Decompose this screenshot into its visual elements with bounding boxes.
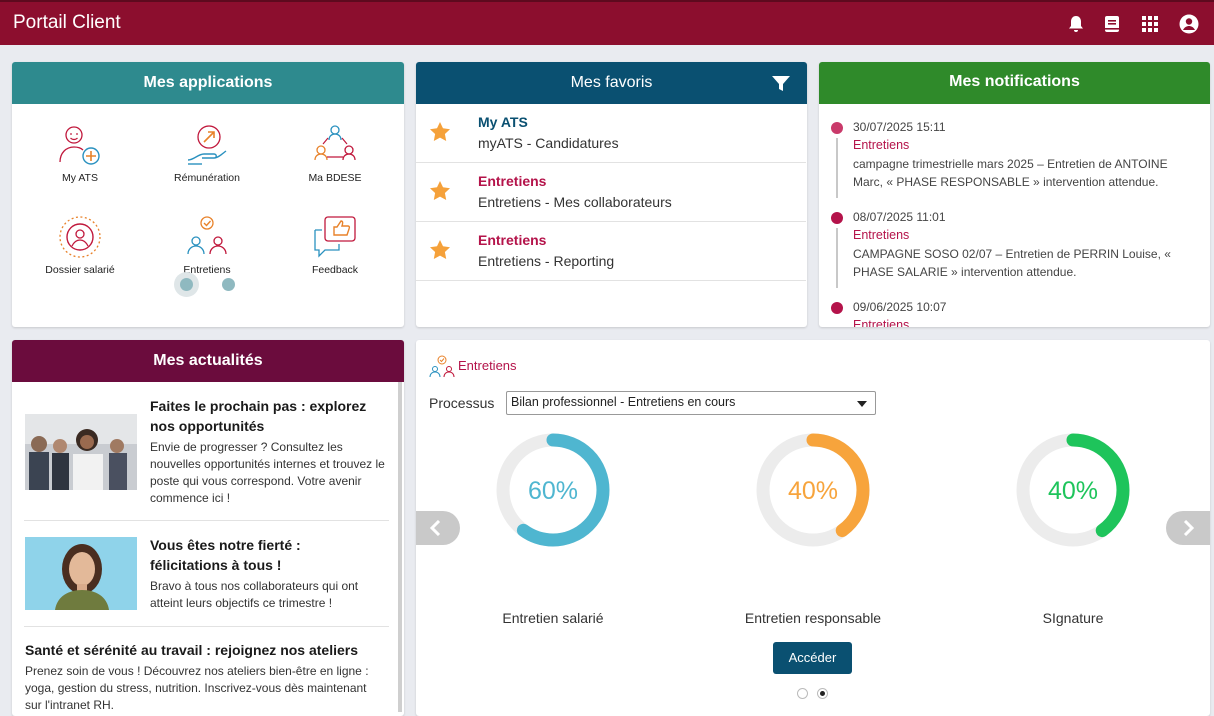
bell-icon[interactable] (1066, 14, 1086, 34)
thumbs-up-chat-icon (314, 216, 356, 258)
app-label: Ma BDESE (308, 172, 362, 184)
gauge-label: Entretien salarié (502, 610, 604, 626)
gauge-label: Entretien responsable (744, 610, 882, 626)
user-circle-icon[interactable] (1179, 14, 1199, 34)
app-label: Feedback (311, 264, 359, 276)
user-add-icon (59, 126, 100, 165)
pager-dot-2[interactable] (817, 688, 828, 699)
process-label: Processus (429, 395, 495, 411)
app-label: Rémunération (174, 172, 240, 184)
network-people-icon (314, 125, 356, 161)
gauge-value: 40% (788, 477, 838, 505)
notifications-card: Mes notifications 30/07/2025 15:11 Entre… (819, 62, 1210, 327)
notification-text: CAMPAGNE SOSO 02/07 – Entretien de PERRI… (853, 247, 1171, 279)
star-icon (430, 240, 450, 259)
news-item-text: Envie de progresser ? Consultez les nouv… (150, 440, 385, 505)
meeting-icon (187, 216, 227, 255)
carousel-dot-2[interactable] (222, 278, 235, 291)
process-select[interactable]: Bilan professionnel - Entretiens en cour… (506, 391, 876, 415)
timeline-bullet (831, 302, 843, 314)
salary-hand-icon (187, 125, 227, 165)
news-item-text: Prenez soin de vous ! Découvrez nos atel… (25, 664, 369, 712)
favorite-item-entretiens-reporting[interactable]: Entretiens Entretiens - Reporting (416, 222, 806, 281)
notification-time: 09/06/2025 10:07 (853, 300, 947, 314)
app-label: My ATS (62, 172, 98, 184)
app-label: Dossier salarié (45, 264, 115, 276)
favorite-item-entretiens-collaborateurs[interactable]: Entretiens Entretiens - Mes collaborateu… (416, 163, 806, 222)
timeline-line (836, 138, 838, 198)
star-icon (430, 122, 450, 141)
app-employee-file[interactable]: Dossier salarié (20, 214, 140, 276)
top-bar: Portail Client (0, 0, 1214, 45)
filter-icon[interactable] (772, 76, 790, 92)
notification-text: campagne trimestrielle mars 2025 – Entre… (853, 157, 1168, 189)
timeline-bullet (831, 122, 843, 134)
favorites-title: Mes favoris (570, 74, 653, 91)
favorite-subtitle: Entretiens - Mes collaborateurs (478, 194, 672, 210)
access-button[interactable]: Accéder (773, 642, 852, 674)
news-item-text: Bravo à tous nos collaborateurs qui ont … (150, 579, 359, 610)
gauge-chart: 60% 40% 40% (496, 433, 1130, 547)
app-label: Entretiens (183, 264, 231, 276)
app-bdese[interactable]: Ma BDESE (275, 122, 395, 184)
favorites-card: Mes favoris My ATS myATS - Candidatures … (416, 62, 807, 327)
timeline-line (836, 228, 838, 288)
news-item-title[interactable]: Vous êtes notre fierté : félicitations à… (150, 537, 301, 573)
news-item-title[interactable]: Santé et sérénité au travail : rejoignez… (25, 642, 359, 658)
notification-category[interactable]: Entretiens (853, 228, 910, 242)
applications-card: Mes applications My ATS Rémunération Ma … (12, 62, 404, 327)
notification-time: 08/07/2025 11:01 (853, 210, 946, 224)
news-scrollbar[interactable] (398, 382, 402, 712)
favorite-title: Entretiens (478, 173, 547, 189)
chevron-right-icon (1183, 520, 1195, 536)
interviews-title[interactable]: Entretiens (458, 358, 517, 373)
app-entretiens[interactable]: Entretiens (147, 214, 267, 276)
notification-category[interactable]: Entretiens (853, 318, 910, 327)
timeline-bullet (831, 212, 843, 224)
news-card: Mes actualités Faites le prochain pas : … (12, 340, 404, 716)
news-image-congratulations[interactable] (25, 537, 137, 610)
process-select-value: Bilan professionnel - Entretiens en cour… (511, 395, 736, 409)
app-feedback[interactable]: Feedback (275, 214, 395, 276)
pager-dot-1[interactable] (797, 688, 808, 699)
star-icon (430, 181, 450, 200)
favorite-title: My ATS (478, 114, 528, 130)
apps-grid-icon[interactable] (1140, 14, 1160, 34)
news-separator (24, 520, 389, 521)
favorite-item-my-ats[interactable]: My ATS myATS - Candidatures (416, 104, 806, 163)
employee-file-icon (59, 216, 101, 258)
gauge-value: 40% (1048, 477, 1098, 505)
favorite-subtitle: Entretiens - Reporting (478, 253, 615, 269)
news-image-opportunities[interactable] (25, 414, 137, 490)
portal-title: Portail Client (13, 12, 121, 33)
book-icon[interactable] (1102, 14, 1122, 34)
news-separator (24, 626, 389, 627)
carousel-prev-button[interactable] (416, 511, 460, 545)
favorites-header: Mes favoris (416, 62, 807, 104)
gauge-arc (756, 433, 870, 547)
carousel-next-button[interactable] (1166, 511, 1210, 545)
favorite-subtitle: myATS - Candidatures (478, 135, 619, 151)
app-remuneration[interactable]: Rémunération (147, 122, 267, 184)
gauge-arc (1016, 433, 1130, 547)
notification-time: 30/07/2025 15:11 (853, 120, 946, 134)
applications-title: Mes applications (12, 62, 404, 104)
carousel-dot-1[interactable] (180, 278, 193, 291)
news-item-title[interactable]: Faites le prochain pas : explorez nos op… (150, 398, 367, 434)
gauge-value: 60% (528, 477, 578, 505)
favorite-title: Entretiens (478, 232, 547, 248)
meeting-icon (429, 355, 455, 377)
chevron-down-icon (857, 401, 867, 407)
notifications-title: Mes notifications (819, 62, 1210, 104)
notification-category[interactable]: Entretiens (853, 138, 910, 152)
gauge-label: SIgnature (1042, 610, 1104, 626)
interviews-card: Entretiens Processus Bilan professionnel… (416, 340, 1210, 716)
chevron-left-icon (429, 520, 441, 536)
gauge-arc (496, 433, 610, 547)
news-title: Mes actualités (12, 340, 404, 382)
app-my-ats[interactable]: My ATS (20, 122, 140, 184)
